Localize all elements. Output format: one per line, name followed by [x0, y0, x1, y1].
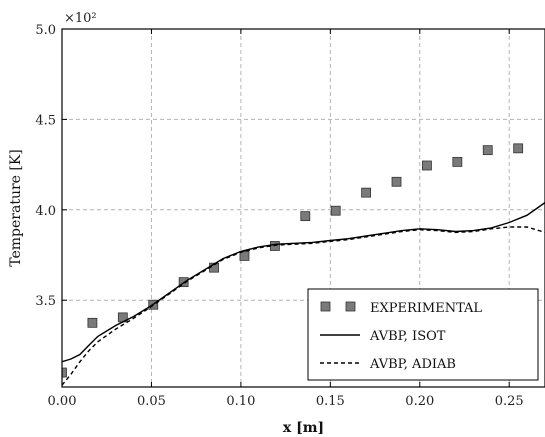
legend: EXPERIMENTAL AVBP, ISOT AVBP, ADIAB	[307, 288, 539, 381]
x-tick-label: 0.05	[137, 394, 166, 409]
experimental-point	[330, 205, 341, 216]
experimental-point	[482, 145, 493, 156]
legend-label: AVBP, ADIAB	[369, 357, 456, 372]
experimental-point	[361, 187, 372, 198]
experimental-point	[87, 317, 98, 328]
experimental-point	[513, 143, 524, 154]
legend-marker	[320, 301, 331, 312]
y-tick-label: 3.5	[35, 294, 56, 309]
experimental-point	[452, 156, 463, 167]
plot-series	[62, 143, 545, 386]
x-tick-label: 0.20	[405, 394, 434, 409]
y-tick-label: 5.0	[35, 23, 56, 38]
x-axis-label: x [m]	[283, 420, 324, 436]
isot-series-line	[62, 202, 545, 363]
legend-label: AVBP, ISOT	[369, 329, 446, 344]
y-tick-label: 4.0	[35, 204, 56, 219]
experimental-point	[62, 367, 67, 378]
experimental-point	[391, 176, 402, 187]
x-tick-label: 0.25	[495, 394, 524, 409]
x-tick-label: 0.10	[226, 394, 255, 409]
experimental-point	[422, 160, 432, 171]
x-tick-label: 0.00	[48, 394, 77, 409]
plot-frame	[61, 28, 545, 388]
legend-marker	[345, 301, 356, 312]
experimental-point	[239, 251, 250, 261]
y-axis-label: Temperature [K]	[8, 149, 24, 267]
experimental-point	[300, 211, 311, 222]
y-tick-label: 4.5	[35, 113, 56, 128]
y-axis-multiplier: ×10²	[64, 11, 97, 26]
axis-ticks: 0.00 0.05 0.10 0.15 0.20 0.25 3.5 4.0 4.5 5.0	[35, 23, 523, 409]
x-tick-label: 0.15	[316, 394, 345, 409]
legend-label: EXPERIMENTAL	[370, 301, 482, 316]
